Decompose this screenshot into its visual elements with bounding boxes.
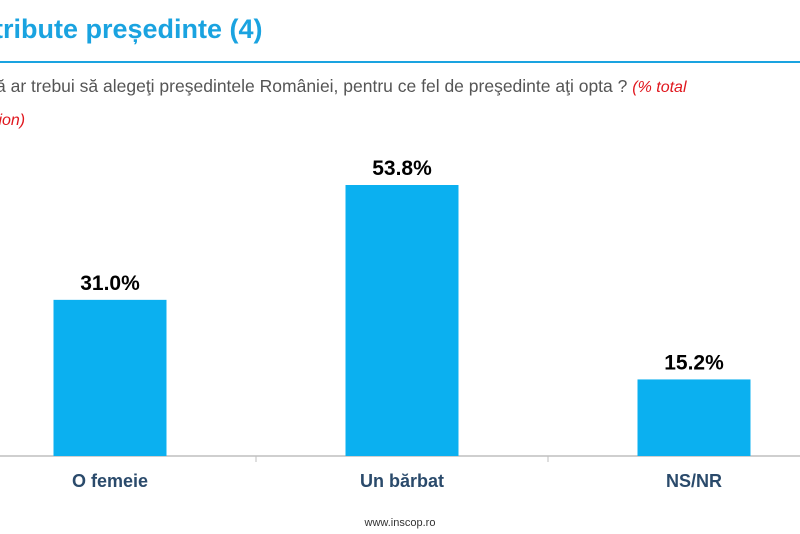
title-divider	[0, 61, 800, 63]
base-note: (% total	[632, 79, 687, 96]
data-label: 31.0%	[80, 272, 140, 295]
category-label: NS/NR	[666, 471, 722, 491]
question-text: ă ar trebui să alegeţi preşedintele Româ…	[0, 76, 687, 97]
base-note-continued: tion)	[0, 112, 26, 129]
bar-1	[53, 299, 167, 456]
category-label: Un bărbat	[360, 471, 444, 491]
bar-3	[637, 379, 751, 456]
data-label: 15.2%	[664, 351, 724, 374]
page-title: tribute președinte (4)	[0, 14, 263, 44]
bar-2	[345, 185, 459, 456]
category-label: O femeie	[72, 471, 148, 491]
question-label: ă ar trebui să alegeţi preşedintele Româ…	[0, 76, 628, 96]
data-label: 53.8%	[372, 157, 432, 180]
footer-url: www.inscop.ro	[364, 517, 436, 529]
